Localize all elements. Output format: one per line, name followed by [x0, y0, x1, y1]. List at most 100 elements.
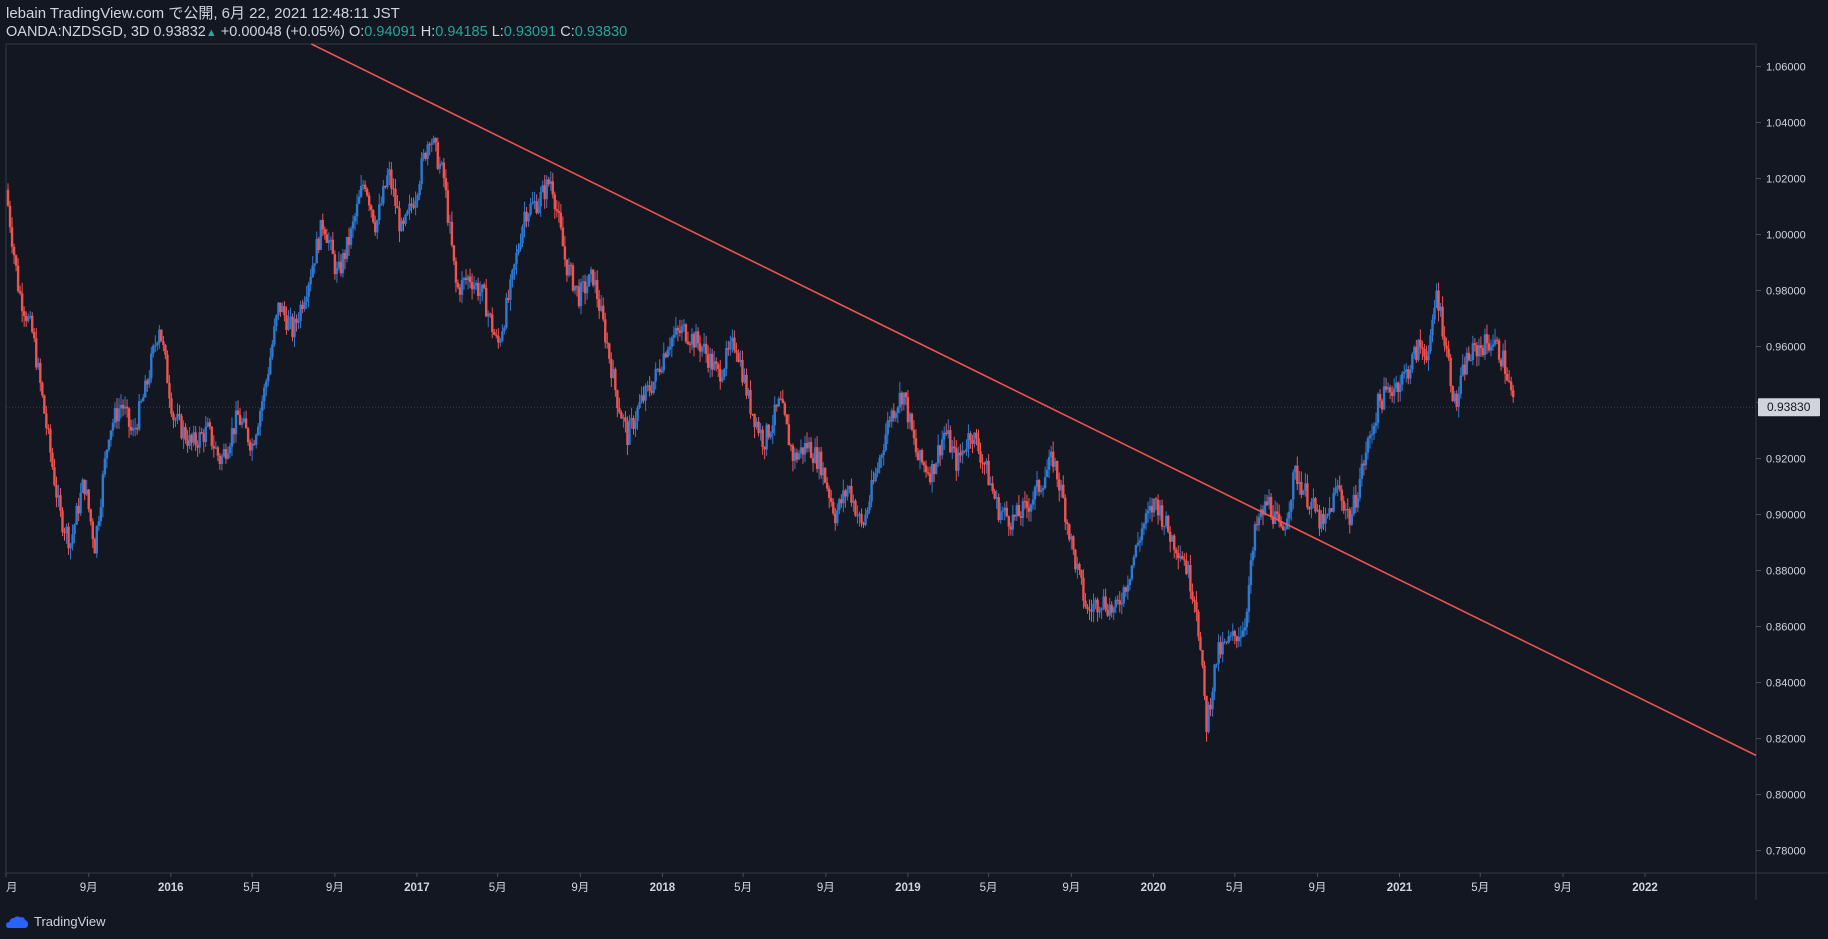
candle-body[interactable] — [981, 462, 984, 464]
candle-body[interactable] — [1253, 524, 1257, 551]
candle-body[interactable] — [1173, 535, 1176, 550]
candle-body[interactable] — [600, 305, 603, 311]
candle-body[interactable] — [985, 460, 988, 465]
candle-body[interactable] — [59, 495, 62, 511]
candle-body[interactable] — [291, 316, 294, 338]
candle-body[interactable] — [1181, 555, 1184, 560]
candle-body[interactable] — [1156, 499, 1160, 516]
candle-body[interactable] — [485, 287, 488, 317]
candle-body[interactable] — [1177, 553, 1180, 559]
candle-body[interactable] — [1021, 501, 1025, 518]
candle-body[interactable] — [1060, 484, 1063, 491]
candle-body[interactable] — [1449, 358, 1452, 386]
candle-body[interactable] — [79, 492, 82, 514]
candle-body[interactable] — [230, 428, 234, 447]
candle-body[interactable] — [1062, 484, 1065, 498]
candle-body[interactable] — [1189, 564, 1192, 592]
candle-body[interactable] — [715, 361, 718, 365]
candle-body[interactable] — [662, 353, 665, 371]
candle-body[interactable] — [1019, 516, 1023, 518]
candle-body[interactable] — [343, 252, 347, 259]
candle-body[interactable] — [1126, 585, 1130, 592]
candle-body[interactable] — [1300, 481, 1303, 495]
candle-body[interactable] — [478, 292, 482, 296]
candle-body[interactable] — [1013, 514, 1017, 517]
candle-body[interactable] — [154, 345, 157, 347]
candle-body[interactable] — [430, 143, 433, 145]
candle-body[interactable] — [248, 442, 252, 451]
candle-body[interactable] — [1318, 509, 1321, 529]
candle-body[interactable] — [797, 453, 801, 460]
candle-body[interactable] — [1009, 526, 1013, 530]
candle-body[interactable] — [926, 472, 930, 474]
candle-body[interactable] — [51, 452, 54, 467]
candle-body[interactable] — [1344, 509, 1347, 511]
candle-body[interactable] — [180, 415, 183, 439]
candle-body[interactable] — [1064, 497, 1067, 523]
candle-body[interactable] — [1358, 478, 1362, 498]
candle-body[interactable] — [196, 444, 199, 448]
candle-body[interactable] — [585, 286, 589, 294]
candle-body[interactable] — [47, 427, 50, 430]
candle-body[interactable] — [967, 433, 970, 449]
candle-body[interactable] — [932, 463, 936, 474]
candle-body[interactable] — [787, 424, 791, 446]
candle-body[interactable] — [575, 285, 579, 287]
candle-body[interactable] — [533, 201, 536, 203]
candle-body[interactable] — [680, 326, 684, 333]
candle-body[interactable] — [1211, 691, 1214, 710]
candle-body[interactable] — [696, 331, 700, 344]
candle-body[interactable] — [1441, 306, 1444, 337]
candle-body[interactable] — [1350, 514, 1353, 525]
candle-body[interactable] — [515, 252, 518, 265]
candle-body[interactable] — [573, 285, 577, 291]
candle-body[interactable] — [595, 280, 599, 300]
candle-body[interactable] — [1368, 435, 1372, 439]
candle-body[interactable] — [226, 453, 230, 459]
candle-body[interactable] — [374, 222, 377, 233]
candle-body[interactable] — [1439, 306, 1442, 311]
candle-body[interactable] — [1207, 704, 1210, 732]
candle-body[interactable] — [35, 338, 38, 368]
candle-body[interactable] — [1058, 479, 1061, 491]
candle-body[interactable] — [654, 368, 657, 382]
candle-body[interactable] — [434, 138, 437, 143]
candle-body[interactable] — [1324, 515, 1327, 524]
candle-body[interactable] — [503, 327, 506, 332]
candle-body[interactable] — [212, 445, 216, 449]
candle-body[interactable] — [902, 392, 906, 405]
candle-body[interactable] — [795, 452, 799, 460]
candle-body[interactable] — [285, 315, 288, 330]
candle-body[interactable] — [604, 319, 607, 343]
candle-body[interactable] — [1237, 637, 1241, 642]
candle-body[interactable] — [206, 422, 209, 427]
candle-body[interactable] — [1370, 434, 1374, 436]
candle-body[interactable] — [1011, 514, 1015, 530]
candle-body[interactable] — [313, 263, 316, 266]
candle-body[interactable] — [527, 214, 530, 222]
candle-body[interactable] — [194, 432, 197, 445]
candle-body[interactable] — [446, 190, 450, 223]
candle-body[interactable] — [876, 468, 879, 473]
candle-body[interactable] — [424, 152, 427, 159]
candle-body[interactable] — [511, 269, 514, 280]
candle-body[interactable] — [464, 278, 468, 281]
candle-body[interactable] — [271, 344, 274, 358]
candle-body[interactable] — [281, 306, 284, 312]
candle-body[interactable] — [815, 447, 819, 469]
candle-body[interactable] — [1110, 604, 1113, 613]
candle-body[interactable] — [1074, 549, 1077, 570]
candle-body[interactable] — [299, 304, 302, 322]
candle-body[interactable] — [749, 390, 752, 414]
candle-body[interactable] — [31, 315, 34, 333]
candle-body[interactable] — [1037, 480, 1041, 492]
candle-body[interactable] — [1041, 488, 1045, 490]
candle-body[interactable] — [807, 442, 811, 449]
candle-body[interactable] — [1336, 485, 1339, 488]
candle-body[interactable] — [378, 204, 381, 221]
candle-body[interactable] — [553, 194, 557, 210]
candle-body[interactable] — [45, 413, 48, 428]
candle-body[interactable] — [1092, 603, 1095, 612]
candle-body[interactable] — [1421, 347, 1424, 350]
candle-body[interactable] — [850, 486, 853, 503]
